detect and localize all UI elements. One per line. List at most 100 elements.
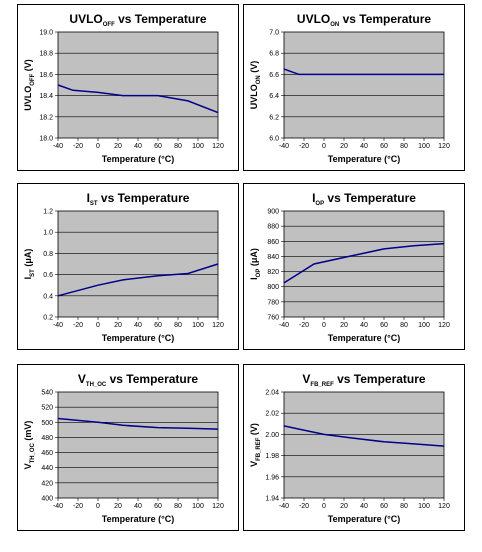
y-tick-label: 6.0 — [269, 136, 279, 143]
y-tick-label: 6.4 — [269, 93, 279, 100]
chart-svg: UVLOOFF vs Temperature18.018.218.418.618… — [23, 12, 224, 164]
chart-panel-4: IOP vs Temperature 760 780 800 820 840 860 880 9… — [243, 183, 465, 350]
x-tick-label: 40 — [360, 143, 368, 150]
y-axis-label-subscript: FB_REF — [256, 437, 262, 461]
x-tick-label: 20 — [114, 143, 122, 150]
x-tick-label: -40 — [53, 503, 63, 510]
x-tick-label: 40 — [134, 143, 142, 150]
y-tick-label: 420 — [41, 480, 53, 487]
y-axis-label-main: UVLO — [249, 84, 259, 109]
chart-title: UVLOON vs Temperature — [297, 12, 431, 28]
x-tick-label: 100 — [418, 143, 430, 150]
y-axis-label-subscript: ON — [256, 75, 262, 84]
chart-title: VTH_OC vs Temperature — [78, 372, 199, 388]
y-axis-label-unit: (μA) — [23, 249, 33, 270]
y-axis-label: IST (μA) — [23, 249, 36, 280]
chart-panel-2: UVLOON vs Temperature 6.0 6.2 6.4 6.6 6.8 7.0-… — [243, 4, 465, 171]
y-axis-label-subscript: OP — [256, 269, 262, 278]
x-axis-label: Temperature (°C) — [328, 333, 400, 343]
plot-area — [283, 391, 445, 499]
chart-title: IST vs Temperature — [87, 191, 190, 207]
chart-title-tail: vs Temperature — [106, 372, 198, 386]
y-axis-label-subscript: ST — [30, 269, 36, 277]
y-axis-label-main: V — [249, 461, 259, 467]
x-tick-label: 80 — [174, 143, 182, 150]
series-line — [57, 263, 219, 297]
x-tick-label: 120 — [438, 503, 450, 510]
y-tick-label: 2.04 — [265, 390, 279, 397]
x-tick-label: 20 — [114, 503, 122, 510]
x-tick-label: 0 — [322, 322, 326, 329]
plot-area — [283, 210, 445, 318]
y-axis-label-subscript: OFF — [30, 73, 36, 85]
x-tick-label: 20 — [114, 322, 122, 329]
x-tick-label: -20 — [73, 322, 83, 329]
x-axis-label: Temperature (°C) — [102, 333, 174, 343]
plot-area — [283, 31, 445, 139]
chart-title-tail: vs Temperature — [324, 191, 416, 205]
chart-title-subscript: ST — [90, 201, 98, 207]
x-tick-label: 80 — [174, 322, 182, 329]
y-tick-label: 6.2 — [269, 114, 279, 121]
y-axis-label: VFB_REF (V) — [249, 423, 262, 467]
x-tick-label: 20 — [340, 503, 348, 510]
x-tick-label: 60 — [380, 503, 388, 510]
y-tick-label: 18.8 — [39, 51, 53, 58]
y-tick-label: 840 — [267, 254, 279, 261]
x-tick-label: 0 — [96, 143, 100, 150]
chart-title-tail: vs Temperature — [98, 191, 190, 205]
x-tick-label: 60 — [154, 503, 162, 510]
y-axis-label-subscript: TH_OC — [30, 442, 36, 463]
series-line — [57, 417, 219, 430]
y-tick-label: 760 — [267, 315, 279, 322]
y-tick-label: 0.2 — [43, 315, 53, 322]
x-tick-label: 0 — [96, 322, 100, 329]
y-tick-label: 1.98 — [265, 453, 279, 460]
chart-panel-3: IST vs Temperature 0.2 0.4 0.6 0.8 1.0 1.2 -40-… — [17, 183, 239, 350]
y-tick-label: 440 — [41, 465, 53, 472]
x-tick-label: 0 — [96, 503, 100, 510]
y-tick-label: 18.6 — [39, 72, 53, 79]
y-tick-label: 18.4 — [39, 93, 53, 100]
y-tick-label: 7.0 — [269, 30, 279, 37]
x-tick-label: -20 — [73, 143, 83, 150]
chart-title: UVLOOFF vs Temperature — [69, 12, 206, 28]
chart-title-main: I — [312, 191, 315, 205]
x-tick-label: 40 — [134, 503, 142, 510]
x-tick-label: 100 — [418, 322, 430, 329]
x-axis-label: Temperature (°C) — [102, 154, 174, 164]
y-tick-label: 1.94 — [265, 496, 279, 503]
chart-title-subscript: ON — [330, 22, 339, 28]
y-axis-label-unit: (V) — [249, 61, 259, 76]
y-axis-label-unit: (mV) — [23, 421, 33, 444]
chart-title: VFB_REF vs Temperature — [302, 372, 426, 388]
y-tick-label: 1.2 — [43, 209, 53, 216]
x-tick-label: 120 — [438, 143, 450, 150]
chart-title-main: UVLO — [69, 12, 102, 26]
plot-area — [57, 31, 219, 139]
x-tick-label: -40 — [279, 143, 289, 150]
chart-panel-1: UVLOOFF vs Temperature 18.0 18.2 18.4 18.6 18… — [17, 4, 239, 171]
x-tick-label: 60 — [380, 143, 388, 150]
y-tick-label: 6.8 — [269, 51, 279, 58]
y-axis-label: IOP (μA) — [249, 248, 262, 280]
chart-title-tail: vs Temperature — [115, 12, 207, 26]
x-tick-label: 100 — [192, 322, 204, 329]
y-axis-label-main: V — [23, 463, 33, 469]
x-axis-label: Temperature (°C) — [102, 514, 174, 524]
y-axis-label-main: I — [249, 277, 259, 280]
x-tick-label: -20 — [299, 322, 309, 329]
chart-title-subscript: TH_OC — [86, 382, 107, 388]
y-axis-label: UVLOON (V) — [249, 61, 262, 110]
chart-title-main: V — [302, 372, 310, 386]
y-tick-label: 1.0 — [43, 230, 53, 237]
x-tick-label: 40 — [360, 503, 368, 510]
x-tick-label: 0 — [322, 143, 326, 150]
x-axis-label: Temperature (°C) — [328, 154, 400, 164]
x-tick-label: -40 — [53, 143, 63, 150]
y-axis-label: VTH_OC (mV) — [23, 421, 36, 470]
chart-panel-6: VFB_REF vs Temperature 1.94 1.96 1.98 2.00 2.… — [243, 364, 465, 531]
chart-title-main: V — [78, 372, 86, 386]
chart-title-subscript: OFF — [103, 22, 115, 28]
